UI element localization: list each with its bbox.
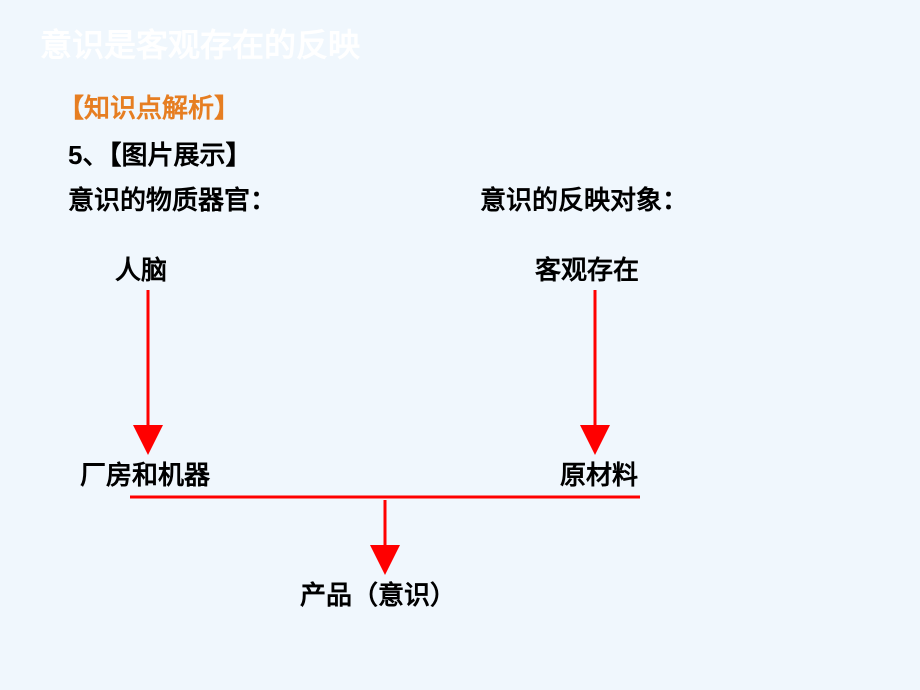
page-title: 意识是客观存在的反映 <box>40 20 360 66</box>
section-header: 【知识点解析】 <box>58 88 240 125</box>
subheader: 5、【图片展示】 <box>68 135 251 172</box>
node-factory: 厂房和机器 <box>80 455 210 492</box>
node-material: 原材料 <box>560 455 638 492</box>
label-object: 意识的反映对象： <box>480 180 688 217</box>
label-organ: 意识的物质器官： <box>68 180 276 217</box>
node-brain: 人脑 <box>115 250 167 287</box>
node-objective: 客观存在 <box>535 250 639 287</box>
node-product: 产品（意识） <box>300 575 456 612</box>
